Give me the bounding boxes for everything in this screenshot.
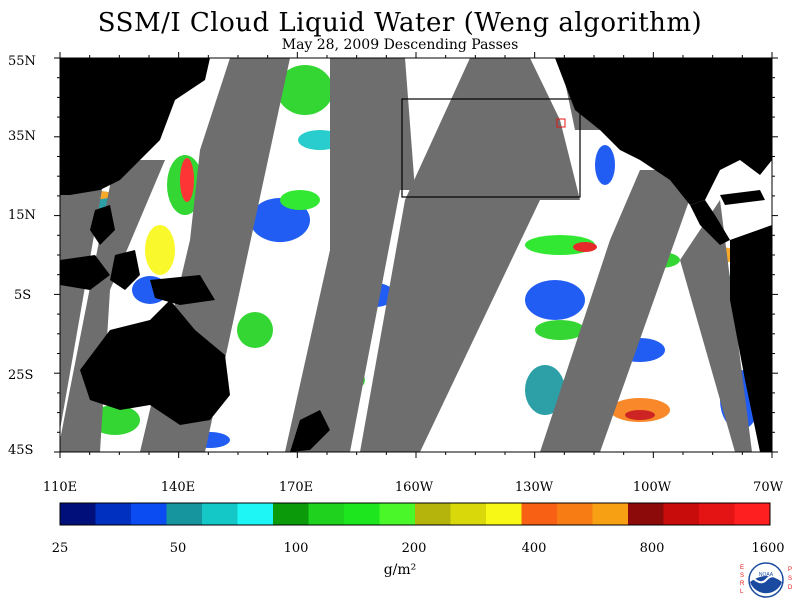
lat-label: 15N: [8, 208, 36, 223]
site-marker: [556, 118, 566, 128]
logo-right-letter: S: [788, 576, 792, 582]
noaa-logo: NOAA E S R L P S D: [740, 562, 793, 598]
logo-right-letter: P: [788, 567, 792, 573]
colorbar-label: 100: [283, 541, 309, 556]
lon-label: 70W: [753, 480, 783, 495]
lat-label: 5S: [14, 288, 32, 303]
logo-left-letter: S: [740, 573, 744, 579]
colorbar-label: 50: [169, 541, 187, 556]
logo-left-letter: R: [740, 581, 745, 587]
lat-label: 25S: [8, 368, 34, 383]
colorbar-swatch: [379, 503, 416, 525]
colorbar-swatch: [486, 503, 522, 525]
colorbar-swatch: [308, 503, 345, 525]
lon-label: 130W: [514, 480, 554, 495]
region-box: [401, 98, 581, 198]
colorbar-swatch: [202, 503, 238, 525]
chart-subtitle: May 28, 2009 Descending Passes: [281, 37, 519, 53]
colorbar-label: 1600: [751, 541, 785, 556]
colorbar-swatch: [699, 503, 735, 525]
colorbar-frame: [59, 502, 771, 526]
tick-marks: [54, 52, 778, 458]
logo-left-letter: L: [740, 589, 744, 595]
colorbar-swatch: [628, 503, 664, 525]
colorbar-swatch: [60, 503, 96, 525]
lon-label: 140E: [160, 480, 196, 495]
colorbar: [60, 503, 771, 525]
logo-right-letter: D: [788, 585, 793, 591]
lon-label: 110E: [42, 480, 78, 495]
colorbar-swatch: [166, 503, 203, 525]
colorbar-label: 25: [51, 541, 69, 556]
chart-title: SSM/I Cloud Liquid Water (Weng algorithm…: [97, 8, 703, 38]
colorbar-swatch: [450, 503, 487, 525]
colorbar-swatch: [557, 503, 593, 525]
colorbar-swatch: [273, 503, 309, 525]
swath-gaps: [60, 58, 752, 452]
lat-label: 45S: [8, 443, 34, 458]
map-panel: [60, 58, 772, 452]
cloud-water-field: [67, 65, 760, 448]
colorbar-swatch: [95, 503, 132, 525]
colorbar-swatch: [344, 503, 380, 525]
colorbar-label: 200: [401, 541, 427, 556]
colorbar-label: 400: [521, 541, 547, 556]
colorbar-swatch: [663, 503, 700, 525]
colorbar-swatch: [131, 503, 167, 525]
colorbar-swatch: [415, 503, 451, 525]
colorbar-label: 800: [639, 541, 665, 556]
lat-label: 55N: [8, 54, 36, 69]
colorbar-swatch: [237, 503, 274, 525]
logo-left-letter: E: [740, 565, 744, 571]
colorbar-swatch: [592, 503, 629, 525]
colorbar-swatch: [521, 503, 558, 525]
colorbar-swatch: [734, 503, 771, 525]
lon-label: 100W: [632, 480, 672, 495]
land-masses: [60, 58, 772, 452]
logo-center-text: NOAA: [759, 572, 774, 578]
lat-label: 35N: [8, 129, 36, 144]
lon-label: 170E: [278, 480, 314, 495]
units-label: g/m²: [383, 562, 417, 578]
lon-label: 160W: [394, 480, 434, 495]
